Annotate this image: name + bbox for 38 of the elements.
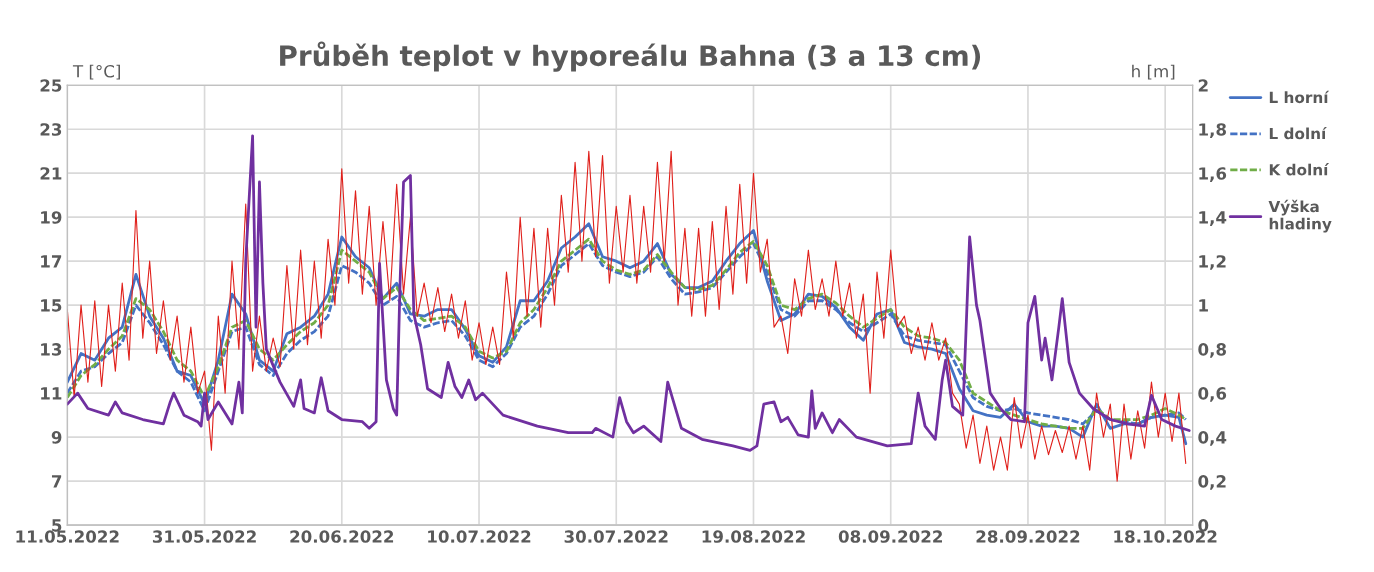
y-tick-label: 15 <box>41 299 62 312</box>
y2-tick-label: 1,4 <box>1199 211 1227 226</box>
x-tick-label: 19.08.2022 <box>702 530 805 543</box>
y2-tick-label: 0 <box>1198 519 1209 532</box>
x-tick-label: 31.05.2022 <box>152 530 256 543</box>
y-tick-label: 19 <box>41 211 62 224</box>
y-tick-label: 23 <box>40 123 62 136</box>
y-tick-label: 21 <box>40 167 62 180</box>
x-tick-label: 11.05.2022 <box>16 530 119 543</box>
y2-tick-label: 1,8 <box>1199 123 1226 138</box>
y-tick-label: 25 <box>40 79 62 92</box>
y2-tick-label: 1 <box>1199 299 1208 312</box>
x-tick-label: 20.06.2022 <box>290 530 394 543</box>
y-axis-title: T [°C] <box>72 64 120 80</box>
y-tick-label: 11 <box>41 387 62 400</box>
y2-tick-label: 0,4 <box>1198 431 1227 446</box>
x-tick-label: 30.07.2022 <box>564 530 668 543</box>
y2-tick-label: 0,6 <box>1198 387 1227 402</box>
x-tick-label: 28.09.2022 <box>976 530 1080 543</box>
chart-title: Průběh teplot v hyporeálu Bahna (3 a 13 cm) <box>280 41 981 72</box>
y-tick-label: 17 <box>41 255 62 268</box>
y-tick-label: 13 <box>41 343 62 356</box>
y-tick-label: 5 <box>52 519 62 532</box>
x-tick-label: 18.10.2022 <box>1114 530 1217 543</box>
y2-tick-label: 0,2 <box>1198 475 1226 490</box>
legend-label: L dolní <box>1269 126 1327 140</box>
y2-tick-label: 1,2 <box>1199 255 1226 270</box>
y2-axis-title: h [m] <box>1132 64 1175 80</box>
x-tick-label: 10.07.2022 <box>428 530 531 543</box>
y2-tick-label: 2 <box>1198 79 1208 92</box>
y-tick-label: 7 <box>51 475 62 488</box>
y2-tick-label: 1,6 <box>1199 167 1227 182</box>
x-tick-label: 08.09.2022 <box>838 530 942 543</box>
legend-label: L horní <box>1269 90 1330 104</box>
y-tick-label: 9 <box>51 431 62 444</box>
legend-label: Výška hladiny <box>1268 199 1332 233</box>
y2-tick-label: 0,8 <box>1198 343 1226 358</box>
legend-label: K dolní <box>1269 163 1330 176</box>
